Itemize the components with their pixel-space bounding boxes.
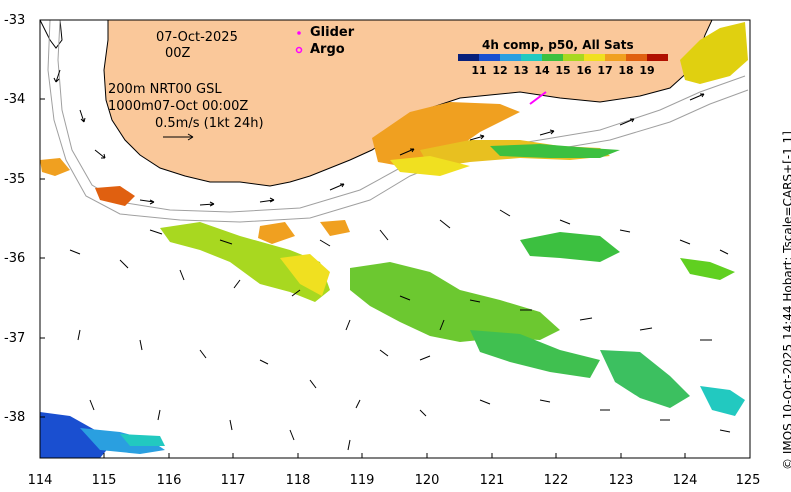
australia-landmass: [103, 20, 713, 187]
axis-ticks: [40, 19, 686, 458]
colorbar-swatch: [521, 54, 542, 61]
glider-track: [529, 91, 547, 105]
glider-marker-icon: [297, 31, 301, 35]
y-tick-label: -34: [4, 92, 26, 107]
x-tick-label: 115: [91, 473, 117, 488]
y-tick-label: -36: [4, 251, 26, 266]
isobath-1000m: [47, 20, 749, 223]
colorbar-tick-label: 19: [639, 64, 655, 77]
colorbar-title: 4h comp, p50, All Sats: [482, 38, 634, 52]
y-tick-label: -33: [4, 13, 26, 28]
plot-frame: [39, 19, 751, 459]
x-tick-label: 125: [735, 473, 761, 488]
x-tick-label: 118: [285, 473, 311, 488]
colorbar-tick-label: 15: [555, 64, 571, 77]
current-vector-field: [53, 69, 731, 451]
colorbar-swatch: [563, 54, 584, 61]
colorbar-tick-label: 16: [576, 64, 592, 77]
colorbar-tick-label: 18: [618, 64, 634, 77]
x-tick-label: 114: [27, 473, 53, 488]
x-tick-label: 116: [156, 473, 182, 488]
colorbar-swatch: [605, 54, 626, 61]
colorbar-tick-label: 11: [471, 64, 487, 77]
colorbar-swatch: [647, 54, 668, 61]
argo-label: Argo: [310, 42, 345, 57]
argo-marker-icon: [295, 46, 303, 54]
y-tick-label: -37: [4, 331, 26, 346]
x-tick-label: 119: [349, 473, 375, 488]
colorbar-swatch: [500, 54, 521, 61]
depth-label-200: 200m NRT00 GSL: [108, 82, 222, 97]
colorbar-swatch: [584, 54, 605, 61]
colorbar-swatch: [458, 54, 479, 61]
isobath-200m: [57, 20, 746, 213]
x-tick-label: 121: [479, 473, 505, 488]
depth-label-1000: 1000m07-Oct 00:00Z: [108, 99, 249, 114]
x-tick-label: 122: [543, 473, 569, 488]
colorbar-tick-label: 14: [534, 64, 550, 77]
scale-label: 0.5m/s (1kt 24h): [155, 116, 264, 131]
colorbar-swatch: [479, 54, 500, 61]
x-tick-label: 124: [672, 473, 698, 488]
scale-arrow: [163, 133, 194, 141]
colorbar-tick-label: 13: [513, 64, 529, 77]
map-time: 00Z: [165, 46, 191, 61]
sst-patches: [40, 22, 748, 458]
glider-label: Glider: [310, 25, 355, 40]
colorbar-swatch: [542, 54, 563, 61]
y-tick-label: -35: [4, 172, 26, 187]
y-tick-label: -38: [4, 410, 26, 425]
map-date: 07-Oct-2025: [156, 30, 238, 45]
colorbar-swatch: [626, 54, 647, 61]
colorbar-tick-label: 17: [597, 64, 613, 77]
x-tick-label: 123: [608, 473, 634, 488]
credit-text: © IMOS 10-Oct-2025 14:44 Hobart; Tscale=…: [781, 131, 791, 470]
x-tick-label: 117: [220, 473, 246, 488]
colorbar-tick-label: 12: [492, 64, 508, 77]
x-tick-label: 120: [414, 473, 440, 488]
